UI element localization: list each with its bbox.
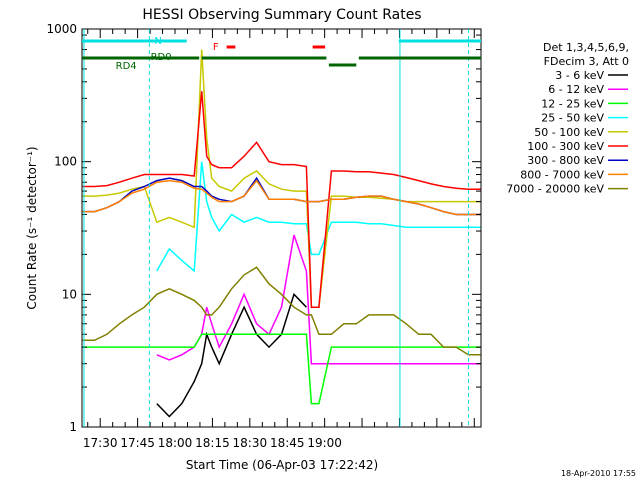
legend-label: 300 - 800 keV [527,154,604,167]
series-line [82,91,481,308]
legend-label: 6 - 12 keV [548,83,604,96]
series-line [156,234,481,365]
legend-label: 800 - 7000 keV [520,168,604,181]
x-tick-label: 17:30 [83,436,118,450]
annotation-n: N [154,36,161,47]
annotation-f: F [213,42,219,53]
series-line [82,266,481,356]
legend: Det 1,3,4,5,6,9, FDecim 3, Att 0 3 - 6 k… [506,41,629,196]
y-tick-label: 10 [62,287,77,301]
legend-label: 25 - 50 keV [541,112,604,125]
annotation-rd4: RD4 [116,61,137,72]
x-tick-label: 18:45 [270,436,305,450]
x-tick-label: 17:45 [120,436,155,450]
x-axis-label: Start Time (06-Apr-03 17:22:42) [186,458,378,472]
legend-label: 12 - 25 keV [541,97,604,110]
x-tick-label: 18:00 [158,436,193,450]
y-tick-label: 1 [69,420,77,434]
plot-frame [81,28,482,428]
y-tick-label: 100 [54,155,77,169]
legend-label: 3 - 6 keV [555,69,604,82]
chart-title: HESSI Observing Summary Count Rates [142,7,421,23]
series-line [82,179,481,216]
y-axis-label: Count Rate (s⁻¹ detector⁻¹) [25,146,39,309]
annotations: N RD0 RD4 F [82,29,481,427]
plot-area [82,49,481,418]
annotation-rd0: RD0 [151,52,172,63]
y-tick-label: 1000 [46,22,77,36]
series-line [156,292,307,418]
x-tick-label: 19:00 [307,436,342,450]
legend-header-1: Det 1,3,4,5,6,9, [543,41,629,54]
timestamp: 18-Apr-2010 17:55 [561,469,636,478]
series-line [82,333,481,405]
legend-label: 100 - 300 keV [527,140,604,153]
legend-label: 7000 - 20000 keV [506,183,604,196]
legend-header-2: FDecim 3, Att 0 [544,55,629,68]
x-tick-label: 18:30 [233,436,268,450]
legend-label: 50 - 100 keV [534,126,604,139]
x-tick-label: 18:15 [195,436,230,450]
